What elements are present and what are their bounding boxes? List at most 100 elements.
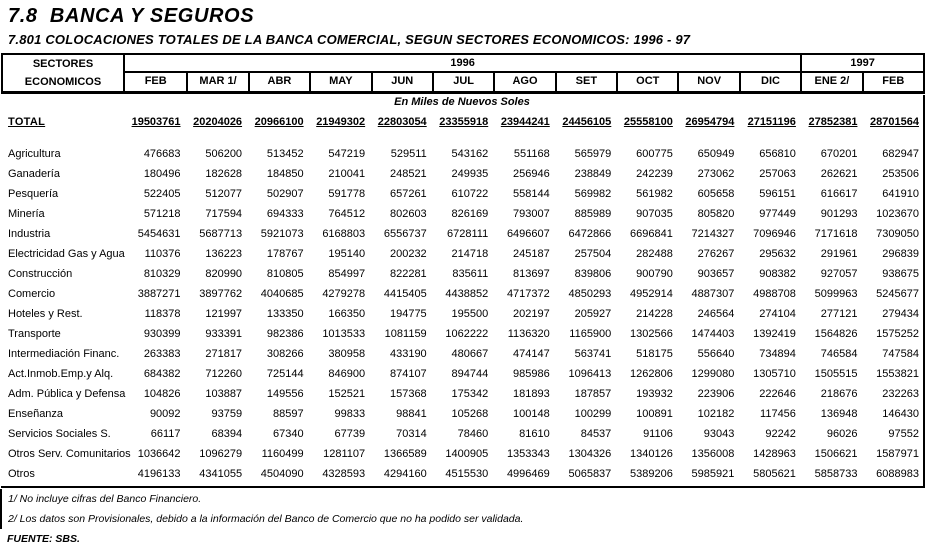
cell-value: 657261 xyxy=(389,188,427,200)
cell-value: 547219 xyxy=(328,148,366,160)
column-header-jun: JUN xyxy=(370,73,432,91)
cell-value: 793007 xyxy=(513,208,550,220)
cell-value: 291961 xyxy=(820,248,858,260)
cell-value: 195500 xyxy=(451,308,489,320)
cell-value: 717594 xyxy=(205,208,243,220)
cell-value: 4988708 xyxy=(753,288,796,300)
cell-value: 1096279 xyxy=(199,448,243,460)
cell-value: 835611 xyxy=(452,268,489,280)
cell-value: 181893 xyxy=(513,388,550,400)
cell-value: 6696841 xyxy=(630,228,673,240)
cell-value: 985986 xyxy=(513,368,550,380)
cell-value: 157368 xyxy=(389,388,427,400)
cell-value: 222646 xyxy=(759,388,796,400)
column-header-set: SET xyxy=(554,73,616,91)
cell-value: 569982 xyxy=(574,188,612,200)
cell-value: 1165900 xyxy=(569,328,612,340)
row-label: Servicios Sociales S. xyxy=(8,428,111,440)
cell-value: 476683 xyxy=(143,148,181,160)
cell-value: 6728111 xyxy=(447,228,489,240)
cell-value: 885989 xyxy=(574,208,612,220)
cell-value: 96026 xyxy=(826,428,858,440)
cell-value: 68394 xyxy=(211,428,243,440)
cell-value: 4887307 xyxy=(691,288,735,300)
cell-value: 1353343 xyxy=(506,448,550,460)
table-header: SECTORES ECONOMICOS 1996 1997 FEB MAR 1/A… xyxy=(1,53,925,94)
cell-value: 5099963 xyxy=(814,288,858,300)
cell-value: 6168803 xyxy=(322,228,366,240)
footnote-1: 1/ No incluye cifras del Banco Financier… xyxy=(8,493,202,505)
column-header-abr: ABR xyxy=(247,73,309,91)
cell-value: 1081159 xyxy=(384,328,427,340)
cell-value: 110376 xyxy=(144,248,181,260)
cell-value: 1340126 xyxy=(630,448,673,460)
cell-value: 571218 xyxy=(143,208,181,220)
row-label: Hoteles y Rest. xyxy=(8,308,83,320)
cell-value: 136223 xyxy=(205,248,243,260)
cell-value: 274104 xyxy=(759,308,796,320)
cell-value: 214228 xyxy=(636,308,673,320)
table-row: Industria 5454631 5687713 5921073 6168803 655… xyxy=(1,224,923,244)
cell-value: 273062 xyxy=(697,168,735,180)
cell-value: 4196133 xyxy=(137,468,181,480)
cell-value: 88597 xyxy=(273,408,304,420)
total-row: TOTAL 19503761 20204026 20966100 21949302 228… xyxy=(1,112,923,132)
cell-value: 846900 xyxy=(328,368,366,380)
cell-value: 1305710 xyxy=(753,368,796,380)
row-label: Agricultura xyxy=(8,148,61,160)
cell-value: 4952914 xyxy=(630,288,673,300)
table-row: Pesquería 522405 512077 502907 591778 657261 6… xyxy=(1,184,923,204)
cell-value: 725144 xyxy=(266,368,304,380)
cell-value: 596151 xyxy=(759,188,796,200)
cell-value: 6088983 xyxy=(876,468,919,480)
cell-value: 5687713 xyxy=(199,228,243,240)
cell-value: 1400905 xyxy=(445,448,489,460)
cell-value: 7096946 xyxy=(753,228,796,240)
cell-value: 4996469 xyxy=(506,468,550,480)
cell-value: 543162 xyxy=(451,148,489,160)
cell-value: 474147 xyxy=(513,348,550,360)
cell-value: 900790 xyxy=(636,268,673,280)
column-header-may: MAY xyxy=(309,73,370,91)
cell-value: 1428963 xyxy=(753,448,796,460)
table-row: Hoteles y Rest. 118378 121997 133350 166350 1… xyxy=(1,304,923,324)
cell-value: 1356008 xyxy=(691,448,735,460)
cell-value: 91106 xyxy=(643,428,673,440)
cell-value: 907035 xyxy=(636,208,673,220)
cell-value: 4341055 xyxy=(199,468,243,480)
cell-value: 195140 xyxy=(328,248,366,260)
cell-value: 253506 xyxy=(882,168,919,180)
row-label: Intermediación Financ. xyxy=(8,348,120,360)
cell-value: 249935 xyxy=(451,168,489,180)
column-header-dic: DIC xyxy=(738,73,800,91)
cell-value: 605658 xyxy=(697,188,735,200)
cell-value: 84537 xyxy=(580,428,612,440)
table-row: Otros Serv. Comunitarios 1036642 1096279 11… xyxy=(1,444,923,464)
cell-value: 152521 xyxy=(328,388,366,400)
cell-value: 1096413 xyxy=(568,368,612,380)
cell-value: 3887271 xyxy=(137,288,181,300)
cell-value: 746584 xyxy=(820,348,858,360)
cell-value: 874107 xyxy=(389,368,427,380)
cell-value: 187857 xyxy=(574,388,612,400)
cell-value: 600775 xyxy=(636,148,673,160)
cell-value: 295632 xyxy=(759,248,796,260)
cell-value: 238849 xyxy=(574,168,612,180)
cell-value: 6556737 xyxy=(383,228,427,240)
cell-value: 214718 xyxy=(451,248,489,260)
column-header-oct: OCT xyxy=(616,73,677,91)
cell-value: 121997 xyxy=(205,308,243,320)
cell-value: 20204026 xyxy=(193,116,243,128)
cell-value: 938675 xyxy=(882,268,919,280)
cell-value: 1281107 xyxy=(323,448,366,460)
cell-value: 4850293 xyxy=(568,288,612,300)
cell-value: 193932 xyxy=(636,388,673,400)
row-label: Otros Serv. Comunitarios xyxy=(8,448,131,460)
cell-value: 149556 xyxy=(266,388,304,400)
table-row: Comercio 3887271 3897762 4040685 4279278 4415… xyxy=(1,284,923,304)
cell-value: 927057 xyxy=(820,268,858,280)
cell-value: 178767 xyxy=(266,248,304,260)
cell-value: 245187 xyxy=(513,248,550,260)
cell-value: 1505515 xyxy=(814,368,858,380)
